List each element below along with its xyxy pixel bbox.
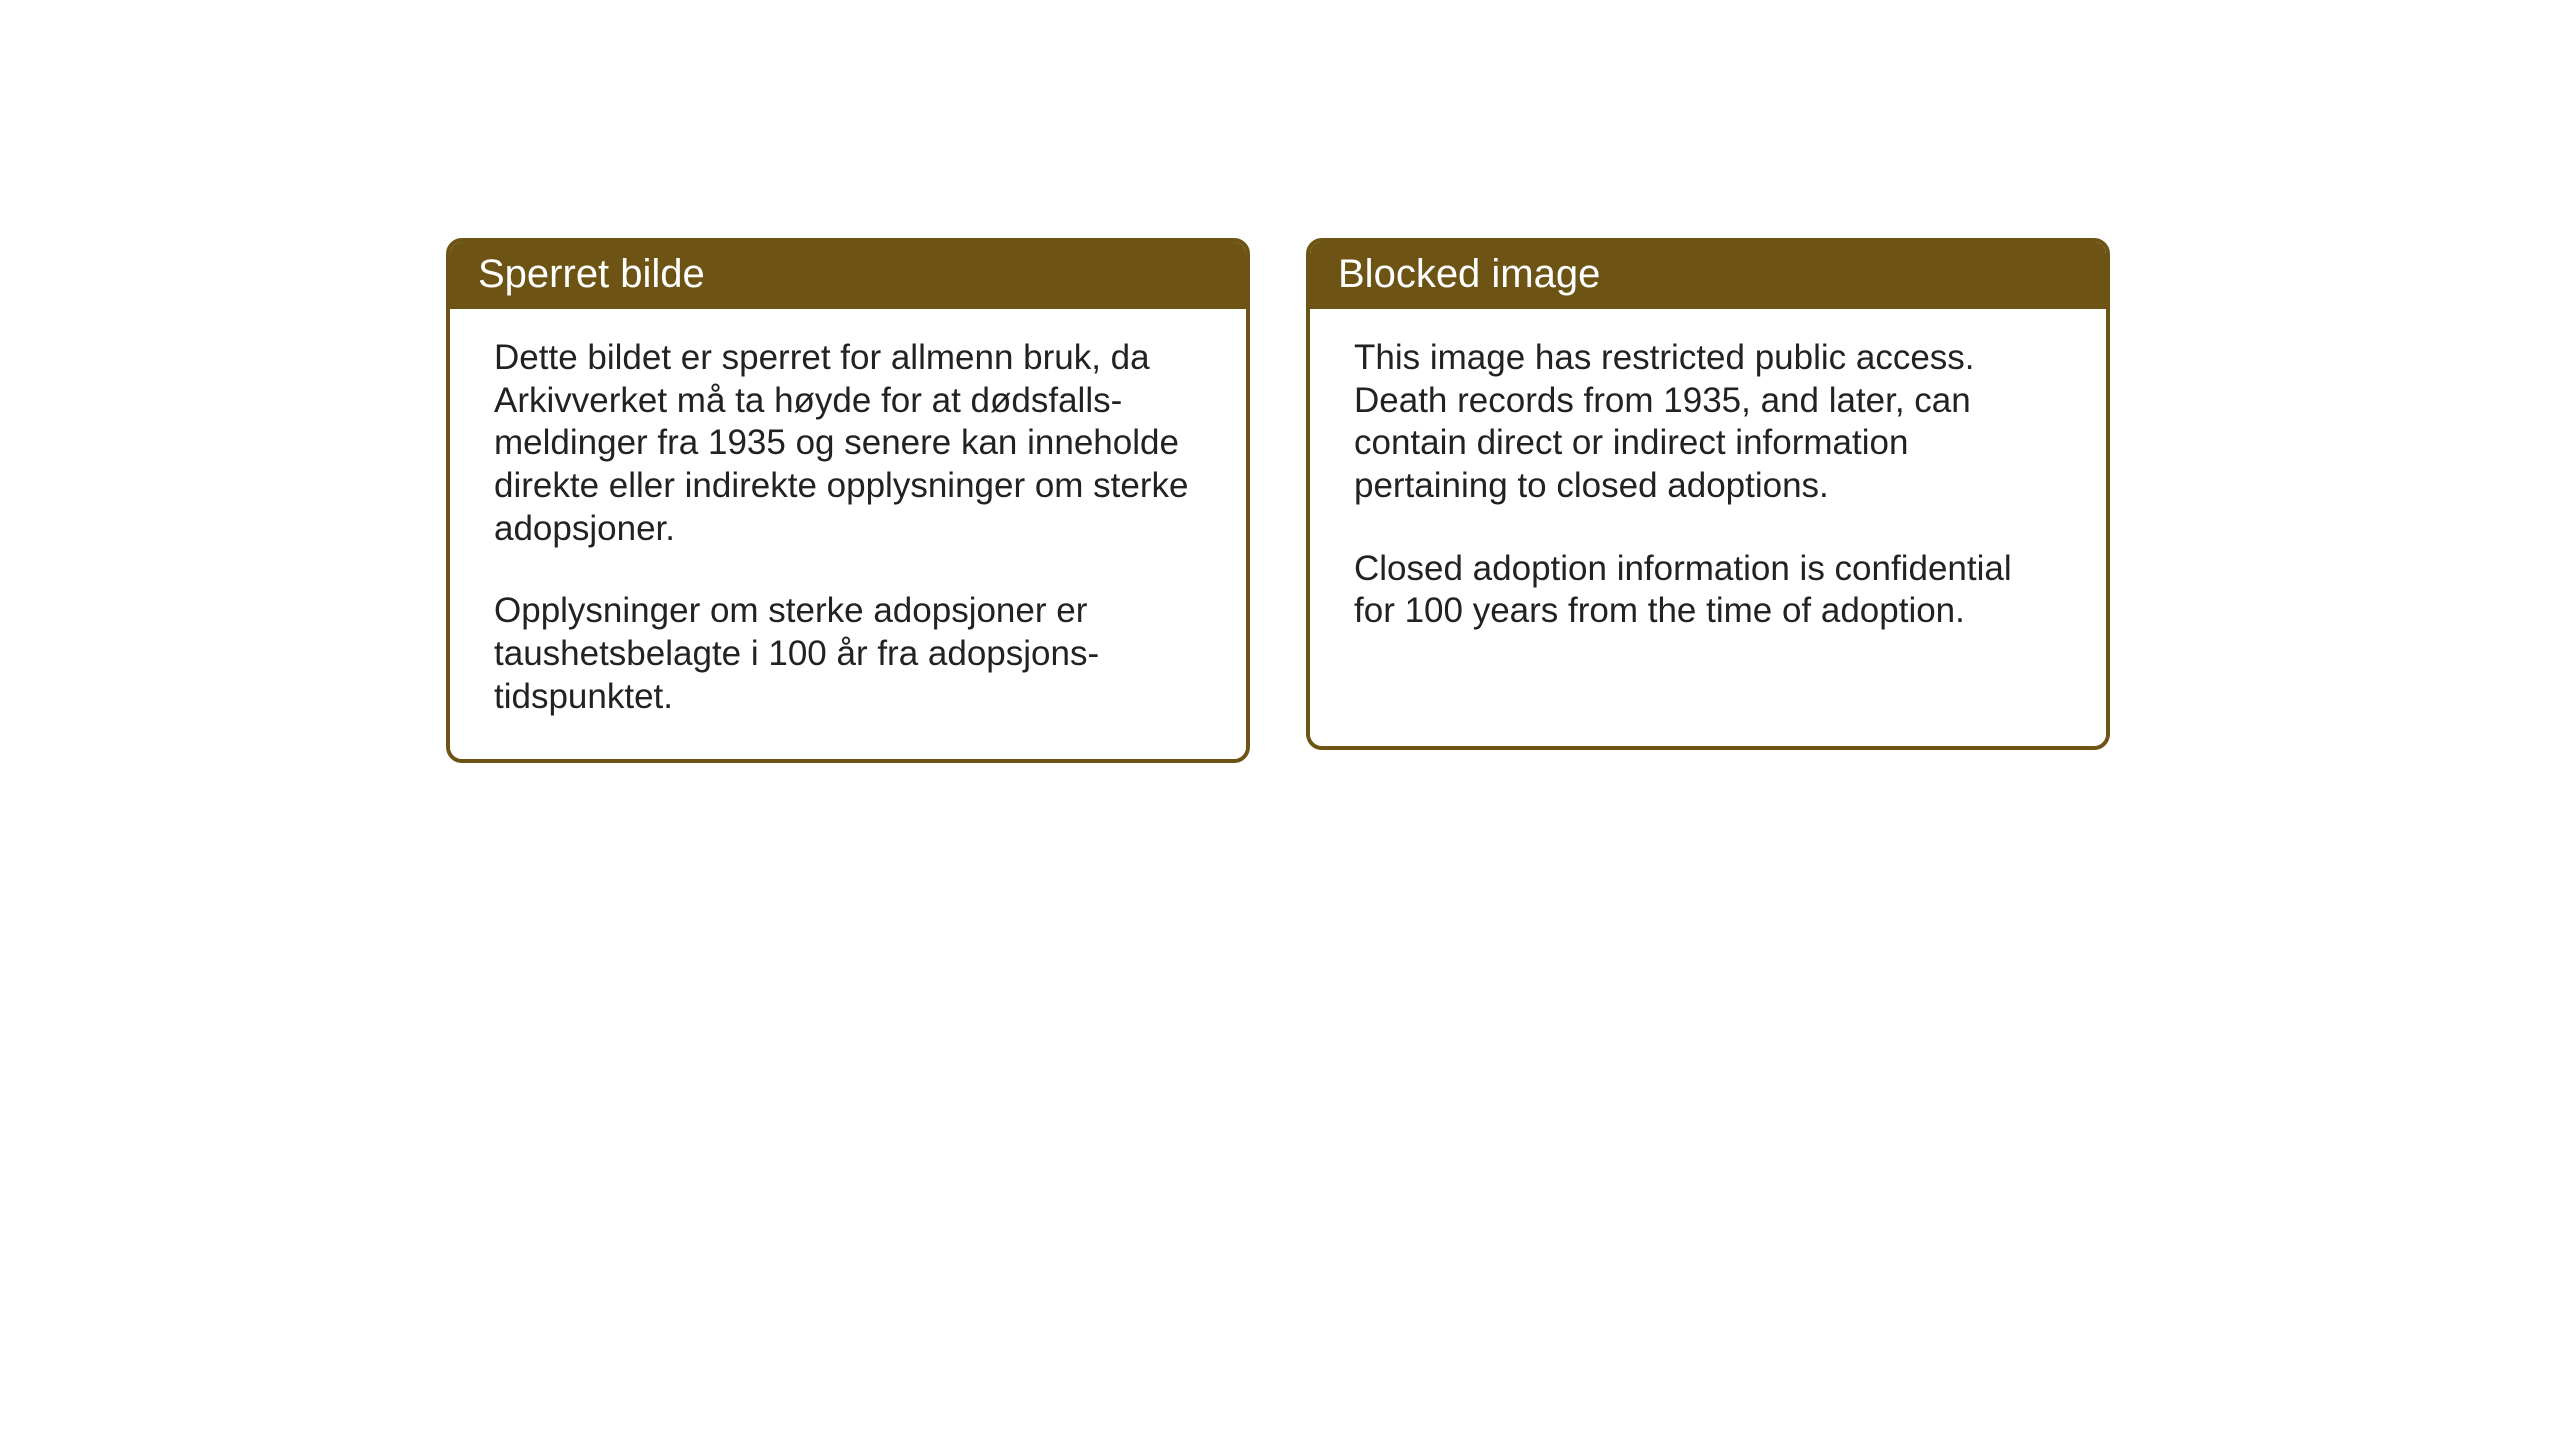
card-body-norwegian: Dette bildet er sperret for allmenn bruk… bbox=[450, 309, 1246, 759]
card-paragraph1-norwegian: Dette bildet er sperret for allmenn bruk… bbox=[494, 337, 1202, 550]
card-title-norwegian: Sperret bilde bbox=[478, 252, 705, 296]
card-header-english: Blocked image bbox=[1310, 242, 2106, 309]
blocked-image-card-norwegian: Sperret bilde Dette bildet er sperret fo… bbox=[446, 238, 1250, 763]
blocked-image-card-english: Blocked image This image has restricted … bbox=[1306, 238, 2110, 750]
cards-container: Sperret bilde Dette bildet er sperret fo… bbox=[446, 238, 2110, 763]
card-header-norwegian: Sperret bilde bbox=[450, 242, 1246, 309]
card-title-english: Blocked image bbox=[1338, 252, 1600, 296]
card-paragraph2-norwegian: Opplysninger om sterke adopsjoner er tau… bbox=[494, 590, 1202, 718]
card-paragraph2-english: Closed adoption information is confident… bbox=[1354, 548, 2062, 633]
card-paragraph1-english: This image has restricted public access.… bbox=[1354, 337, 2062, 508]
card-body-english: This image has restricted public access.… bbox=[1310, 309, 2106, 746]
